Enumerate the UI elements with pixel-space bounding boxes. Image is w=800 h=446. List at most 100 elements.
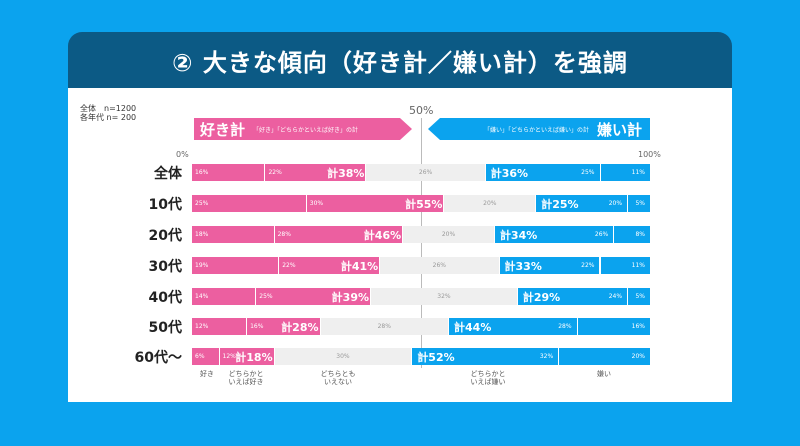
like-total-label: 計28% <box>281 321 319 334</box>
category-label: 好き <box>200 370 214 378</box>
bar-segment-label: 16% <box>195 169 209 176</box>
bar-segment-label: 26% <box>432 262 447 269</box>
bar-segment-label: 19% <box>195 262 209 269</box>
dislike-total-label: 計52% <box>417 351 455 364</box>
bar-segment-label: 6% <box>195 353 205 360</box>
bar-segment: 26% <box>366 164 486 181</box>
bar-segment: 11% <box>600 164 651 181</box>
dislike-total-banner: 「嫌い」「どちらかといえば嫌い」の計 嫌い計 <box>428 118 650 140</box>
bar-segment: 25% <box>485 164 601 181</box>
category-label: 嫌い <box>597 370 611 378</box>
category-label: どちらとも いえない <box>320 370 356 386</box>
bar-segment-label: 5% <box>635 293 645 300</box>
bar-segment-label: 12% <box>195 323 209 330</box>
bar-segment: 30% <box>306 195 445 212</box>
bar-segment: 28% <box>449 318 578 335</box>
dislike-total-label: 計44% <box>454 321 492 334</box>
bar-segment: 20% <box>536 195 629 212</box>
bar-segment: 25% <box>192 195 307 212</box>
bar-segment: 26% <box>494 226 615 243</box>
bar-segment-label: 14% <box>195 293 209 300</box>
bar-segment-label: 32% <box>539 353 554 360</box>
bar-segment-label: 5% <box>635 200 645 207</box>
dislike-total-label: 計34% <box>499 229 538 242</box>
like-total-label: 計18% <box>235 351 273 364</box>
axis-50: 50% <box>409 104 434 117</box>
row-label: 40代 <box>148 290 182 306</box>
bar-segment-label: 11% <box>631 262 645 269</box>
sample-size-age: 各年代 n= 200 <box>80 113 137 122</box>
like-total-banner: 好き計 「好き」「どちらかといえば好き」の計 <box>194 118 412 140</box>
bar-segment: 12% <box>219 348 275 365</box>
bar-segment: 20% <box>559 348 651 365</box>
bar-segment-label: 20% <box>631 353 645 360</box>
row-label: 60代～ <box>134 350 182 366</box>
bar-segment-label: 16% <box>250 323 264 330</box>
like-total-label: 計41% <box>340 260 379 273</box>
bar-segment: 12% <box>192 318 248 335</box>
bar-segment: 16% <box>247 318 321 335</box>
dislike-banner-title: 嫌い計 <box>596 120 642 139</box>
bar-segment-label: 20% <box>483 200 497 207</box>
bar-segment: 16% <box>577 318 651 335</box>
bar-segment: 11% <box>600 257 651 274</box>
bar-segment: 5% <box>628 288 651 305</box>
row-label: 全体 <box>154 166 182 182</box>
bar-segment-label: 22% <box>282 262 296 269</box>
category-label: どちらかと いえば嫌い <box>470 370 506 386</box>
bar-segment: 14% <box>192 288 257 305</box>
bar-segment: 32% <box>371 288 518 305</box>
bar-segment-label: 25% <box>581 169 595 176</box>
bar-segment-label: 28% <box>558 323 572 330</box>
like-total-label: 計55% <box>405 198 443 211</box>
bar-segment-label: 25% <box>195 200 209 207</box>
dislike-total-label: 計25% <box>541 198 579 211</box>
row-label: 50代 <box>148 320 182 336</box>
bar-segment: 28% <box>320 318 450 335</box>
bar-segment-label: 20% <box>608 200 623 207</box>
category-label: どちらかと いえば好き <box>228 370 264 386</box>
dislike-total-label: 計36% <box>490 167 529 180</box>
bar-segment: 5% <box>628 195 651 212</box>
bar-segment-label: 20% <box>441 231 456 238</box>
bar-segment: 8% <box>614 226 651 243</box>
bar-segment: 6% <box>192 348 220 365</box>
bar-segment: 20% <box>444 195 537 212</box>
row-label: 10代 <box>148 197 182 213</box>
bar-segment: 20% <box>403 226 495 243</box>
bar-segment-label: 12% <box>222 353 236 360</box>
bar-segment-label: 32% <box>437 293 451 300</box>
bar-segment-label: 26% <box>594 231 609 238</box>
bar-segment-label: 11% <box>631 169 645 176</box>
like-total-label: 計46% <box>363 229 402 242</box>
bar-segment-label: 25% <box>259 293 273 300</box>
row-label: 30代 <box>148 259 182 275</box>
bar-segment: 32% <box>412 348 560 365</box>
bar-segment: 19% <box>192 257 280 274</box>
slide-title: ② 大きな傾向（好き計／嫌い計）を強調 <box>68 32 732 88</box>
bar-segment-label: 22% <box>581 262 595 269</box>
bar-segment-label: 30% <box>309 200 324 207</box>
bar-segment-label: 16% <box>631 323 645 330</box>
bar-segment: 18% <box>192 226 275 243</box>
midline-50 <box>421 118 422 368</box>
like-total-label: 計39% <box>331 291 370 304</box>
bar-segment-label: 30% <box>336 353 350 360</box>
like-banner-sub: 「好き」「どちらかといえば好き」の計 <box>253 126 359 134</box>
bar-segment: 16% <box>192 164 266 181</box>
dislike-total-label: 計33% <box>504 260 542 273</box>
axis-100: 100% <box>638 150 661 159</box>
bar-segment: 26% <box>380 257 500 274</box>
like-banner-title: 好き計 <box>200 120 246 139</box>
bar-segment-label: 8% <box>635 231 645 238</box>
bar-segment: 22% <box>499 257 601 274</box>
sample-size-all: 全体 n=1200 <box>80 104 137 113</box>
bar-segment: 28% <box>274 226 404 243</box>
axis-0: 0% <box>176 150 189 159</box>
bar-segment: 22% <box>265 164 367 181</box>
bar-segment: 30% <box>274 348 413 365</box>
bar-segment-label: 24% <box>608 293 623 300</box>
bar-segment: 24% <box>517 288 629 305</box>
bar-segment-label: 28% <box>377 323 391 330</box>
bar-segment-label: 28% <box>277 231 291 238</box>
